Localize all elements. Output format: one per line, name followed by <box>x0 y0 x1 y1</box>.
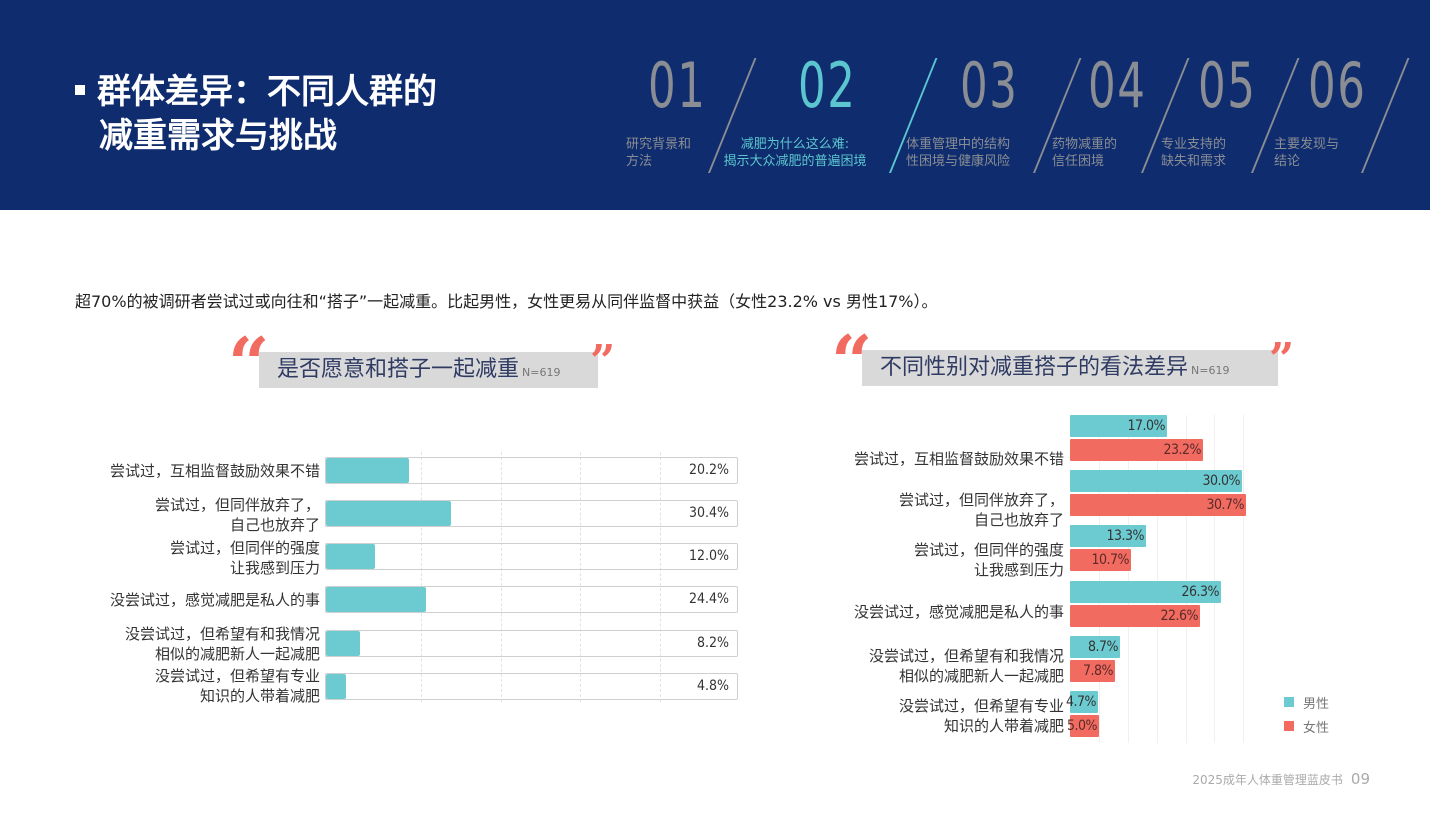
bar-track: 8.2% <box>325 630 738 657</box>
bar-value: 30.4% <box>688 505 729 521</box>
category-label: 没尝试过，但希望有专业 知识的人带着减肥 <box>898 697 1064 735</box>
bar-male: 17.0% <box>1070 415 1167 437</box>
gridline <box>421 452 422 702</box>
gridline <box>1099 415 1100 743</box>
nav-label-03[interactable]: 体重管理中的结构 性困境与健康风险 <box>906 137 1011 169</box>
bar-track: 24.4% <box>325 586 738 613</box>
bar-track: 4.8% <box>325 673 738 700</box>
category-label: 没尝试过，但希望有专业 知识的人带着减肥 <box>154 667 320 705</box>
category-label: 尝试过，互相监督鼓励效果不错 <box>109 462 320 480</box>
category-label: 尝试过，但同伴的强度 让我感到压力 <box>169 539 320 577</box>
category-label: 尝试过，但同伴放弃了， 自己也放弃了 <box>898 491 1064 529</box>
bar-female: 5.0% <box>1067 715 1099 737</box>
bar-value: 12.0% <box>688 548 729 564</box>
bar-male: 8.7% <box>1070 636 1120 658</box>
bar-female: 7.8% <box>1070 660 1115 682</box>
summary-text: 超70%的被调研者尝试过或向往和“搭子”一起减重。比起男性，女性更易从同伴监督中… <box>75 292 938 311</box>
close-quote-icon: ” <box>590 336 616 387</box>
footer-text: 2025成年人体重管理蓝皮书 <box>1192 773 1343 787</box>
category-label: 尝试过，但同伴放弃了， 自己也放弃了 <box>154 496 320 534</box>
nav-number-02[interactable]: 02 <box>798 49 857 122</box>
page-title-line2: 减重需求与挑战 <box>99 116 337 156</box>
bar-male: 26.3% <box>1070 581 1221 603</box>
nav-number-06[interactable]: 06 <box>1308 49 1367 122</box>
legend-item-male: 男性 <box>1284 690 1329 714</box>
bar-female: 30.7% <box>1070 494 1246 516</box>
bar-track: 20.2% <box>325 457 738 484</box>
gridline <box>501 452 502 702</box>
nav-number-05[interactable]: 05 <box>1198 49 1257 122</box>
category-label: 尝试过，互相监督鼓励效果不错 <box>853 450 1064 468</box>
gridline <box>1186 415 1187 743</box>
sample-size-note: N=619 <box>1191 364 1230 377</box>
page-title-line1: 群体差异：不同人群的 <box>97 72 437 112</box>
nav-label-05[interactable]: 专业支持的 缺失和需求 <box>1161 137 1227 169</box>
sample-size-note: N=619 <box>522 366 561 379</box>
bar-fill <box>326 458 410 483</box>
page-number: 09 <box>1350 770 1370 788</box>
legend: 男性 女性 <box>1284 690 1329 738</box>
legend-item-female: 女性 <box>1284 714 1329 738</box>
title-bullet-icon <box>75 84 85 95</box>
bar-fill <box>326 544 376 569</box>
bar-fill <box>326 587 427 612</box>
nav-number-01[interactable]: 01 <box>648 49 707 122</box>
bar-male: 4.7% <box>1066 691 1098 713</box>
nav-number-03[interactable]: 03 <box>960 49 1019 122</box>
left-chart-title: 是否愿意和搭子一起减重 N=619 <box>259 352 598 388</box>
bar-fill <box>326 674 346 699</box>
bar-female: 22.6% <box>1070 605 1200 627</box>
bar-female: 23.2% <box>1070 439 1203 461</box>
bar-value: 8.2% <box>697 635 729 651</box>
nav-divider <box>1361 58 1410 173</box>
bar-fill <box>326 631 360 656</box>
close-quote-icon: ” <box>1269 334 1295 385</box>
gridline <box>1157 415 1158 743</box>
bar-fill <box>326 501 451 526</box>
category-label: 没尝试过，感觉减肥是私人的事 <box>853 603 1064 621</box>
bar-track: 12.0% <box>325 543 738 570</box>
nav-number-04[interactable]: 04 <box>1088 49 1147 122</box>
gridline <box>1214 415 1215 743</box>
footer: 2025成年人体重管理蓝皮书 09 <box>1192 770 1370 788</box>
page-title: 群体差异：不同人群的 减重需求与挑战 <box>75 70 437 158</box>
category-label: 没尝试过，感觉减肥是私人的事 <box>109 591 320 609</box>
gridline <box>1243 415 1244 743</box>
gridline <box>1128 415 1129 743</box>
category-label: 尝试过，但同伴的强度 让我感到压力 <box>913 541 1064 579</box>
bar-male: 30.0% <box>1070 470 1242 492</box>
gridline <box>580 452 581 702</box>
gridline <box>660 452 661 702</box>
legend-swatch-icon <box>1284 721 1294 731</box>
bar-female: 10.7% <box>1070 549 1131 571</box>
section-nav: 01 研究背景和 方法 02 减肥为什么这么难: 揭示大众减肥的普遍困境 03 体重… <box>0 0 1430 210</box>
nav-label-04[interactable]: 药物减重的 信任困境 <box>1052 137 1118 169</box>
bar-value: 24.4% <box>688 591 729 607</box>
bar-male: 13.3% <box>1070 525 1146 547</box>
nav-label-06[interactable]: 主要发现与 结论 <box>1274 137 1340 169</box>
bar-track: 30.4% <box>325 500 738 527</box>
category-label: 没尝试过，但希望有和我情况 相似的减肥新人一起减肥 <box>868 647 1064 685</box>
legend-swatch-icon <box>1284 697 1294 707</box>
header-banner: 群体差异：不同人群的 减重需求与挑战 01 研究背景和 方法 02 减肥为什么这么… <box>0 0 1430 210</box>
nav-label-01[interactable]: 研究背景和 方法 <box>626 137 692 169</box>
nav-label-02[interactable]: 减肥为什么这么难: 揭示大众减肥的普遍困境 <box>723 137 867 169</box>
right-chart-title: 不同性别对减重搭子的看法差异 N=619 <box>862 350 1278 386</box>
category-label: 没尝试过，但希望有和我情况 相似的减肥新人一起减肥 <box>124 625 320 663</box>
bar-value: 20.2% <box>688 462 729 478</box>
bar-value: 4.8% <box>697 678 729 694</box>
